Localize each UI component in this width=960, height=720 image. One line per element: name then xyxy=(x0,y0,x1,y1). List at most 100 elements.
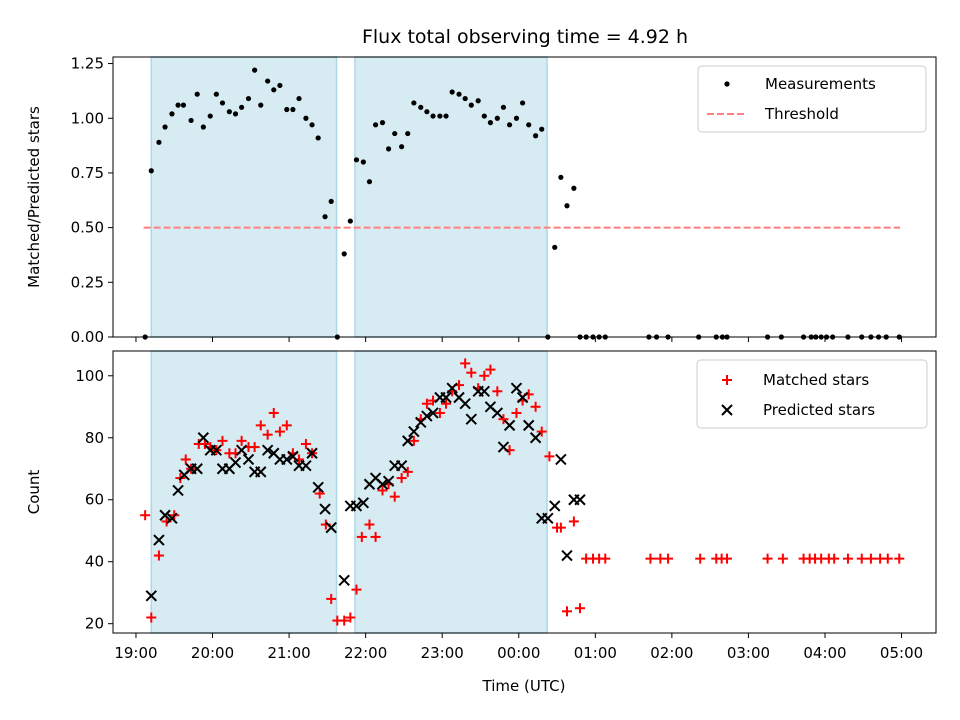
ratio-panel: 0.00 0.25 0.50 0.75 1.00 1.25 Matched/Predict… xyxy=(25,55,937,346)
top-y-axis-label: Matched/Predicted stars xyxy=(25,106,43,288)
legend-matched-label: Matched stars xyxy=(763,371,869,389)
predicted-star-point xyxy=(153,534,165,546)
measurement-point xyxy=(303,115,309,121)
top-legend: Measurements Threshold xyxy=(697,65,927,133)
predicted-star-point xyxy=(350,500,363,512)
measurement-point xyxy=(392,130,398,137)
matched-star-point xyxy=(882,553,893,564)
measurement-point xyxy=(456,91,462,97)
observing-window-1 xyxy=(150,56,338,338)
predicted-star-point xyxy=(395,459,408,472)
predicted-star-point xyxy=(408,425,420,438)
measurement-point xyxy=(449,89,455,95)
predicted-star-point xyxy=(306,447,318,459)
matched-star-point xyxy=(236,435,247,446)
predicted-star-point xyxy=(523,419,535,432)
predicted-star-point xyxy=(497,441,510,453)
matched-star-point xyxy=(600,553,611,564)
measurement-point xyxy=(360,159,366,165)
matched-star-point xyxy=(498,414,509,425)
matched-star-point xyxy=(356,531,367,542)
matched-star-point xyxy=(421,398,432,409)
predicted-star-point xyxy=(166,512,178,525)
measurement-point xyxy=(194,91,200,97)
matched-star-point xyxy=(460,358,471,369)
top-y-axis: 0.00 0.25 0.50 0.75 1.00 1.25 xyxy=(71,55,113,346)
measurement-point xyxy=(475,98,481,104)
matched-star-point xyxy=(345,612,356,623)
matched-star-point xyxy=(300,438,311,449)
predicted-star-point xyxy=(503,419,516,432)
predicted-star-point xyxy=(255,466,267,478)
legend-threshold-label: Threshold xyxy=(764,105,839,123)
measurement-point xyxy=(564,203,570,209)
matched-star-point xyxy=(645,553,656,564)
legend-measurements-label: Measurements xyxy=(765,75,876,93)
bottom-legend: Matched stars Predicted stars xyxy=(696,359,928,429)
xtick-label: 05:00 xyxy=(880,644,923,662)
measurement-point xyxy=(271,87,277,93)
measurement-point xyxy=(500,104,507,110)
predicted-star-point xyxy=(478,385,491,397)
legend-matched-marker xyxy=(722,375,732,385)
measurement-point xyxy=(558,174,564,180)
xtick-label: 03:00 xyxy=(727,644,770,662)
bottom-x-axis: 19:00 20:00 21:00 22:00 23:00 00:00 01:00 02:00… xyxy=(114,633,923,662)
xtick-label: 23:00 xyxy=(421,644,464,662)
predicted-star-point xyxy=(172,484,184,497)
matched-star-points xyxy=(140,358,905,626)
predicted-star-point xyxy=(300,459,312,472)
measurement-point xyxy=(424,109,430,115)
matched-star-point xyxy=(492,386,503,397)
measurement-point xyxy=(353,157,360,163)
predicted-star-point xyxy=(529,432,542,444)
measurement-point xyxy=(519,100,526,106)
measurement-point xyxy=(526,122,532,128)
xtick-label: 19:00 xyxy=(114,644,157,662)
measurement-point xyxy=(219,100,226,106)
legend-predicted-marker xyxy=(721,404,733,416)
predicted-star-point xyxy=(459,397,471,410)
predicted-star-point xyxy=(229,456,242,469)
measurement-point xyxy=(180,102,187,108)
measurement-point xyxy=(341,251,347,257)
measurement-point xyxy=(494,115,500,121)
measurement-point xyxy=(245,95,252,102)
predicted-star-point xyxy=(159,509,171,521)
measurement-point xyxy=(232,111,239,117)
predicted-star-point xyxy=(465,413,477,425)
measurement-point xyxy=(175,102,181,108)
predicted-star-point xyxy=(516,391,529,404)
top-ytick-label: 1.25 xyxy=(71,55,104,73)
measurement-point xyxy=(290,106,296,113)
matched-star-point xyxy=(396,473,407,484)
matched-star-point xyxy=(829,553,840,564)
matched-star-point xyxy=(856,553,867,564)
matched-star-point xyxy=(146,612,157,623)
predicted-star-point xyxy=(561,549,573,562)
measurement-point xyxy=(328,198,334,204)
matched-star-point xyxy=(762,553,773,564)
matched-star-point xyxy=(402,466,413,477)
predicted-star-point xyxy=(197,432,210,444)
measurement-point xyxy=(399,144,405,150)
observing-window-2 xyxy=(354,56,548,338)
measurement-point xyxy=(148,168,154,174)
matched-star-point xyxy=(153,550,164,561)
predicted-star-point xyxy=(312,481,324,494)
measurement-point xyxy=(552,244,558,250)
bottom-ytick-label: 40 xyxy=(85,553,104,571)
bottom-ytick-label: 80 xyxy=(85,429,104,447)
measurement-point xyxy=(277,82,283,89)
chart-title: Flux total observing time = 4.92 h xyxy=(362,26,688,48)
measurement-point xyxy=(443,113,449,119)
measurement-point xyxy=(411,100,417,106)
measurement-point xyxy=(239,104,245,110)
measurement-point xyxy=(481,113,487,119)
predicted-star-point xyxy=(145,590,157,602)
bottom-y-axis-label: Count xyxy=(25,470,43,515)
xtick-label: 22:00 xyxy=(344,644,387,662)
measurement-point xyxy=(258,102,264,108)
measurement-point xyxy=(506,122,513,128)
measurement-point xyxy=(207,113,213,119)
